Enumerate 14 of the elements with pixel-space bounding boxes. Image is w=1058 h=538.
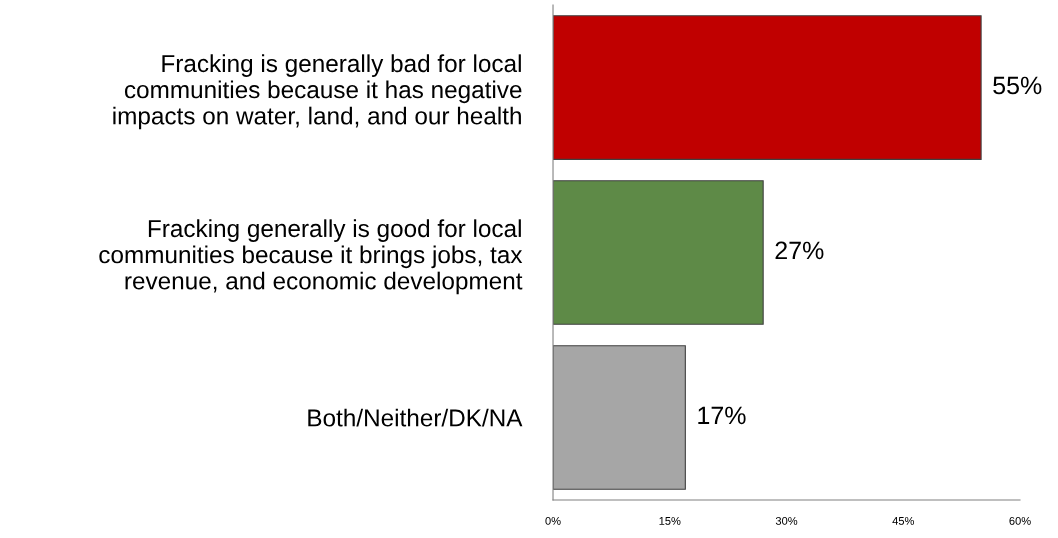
y-tick-label: Fracking is generally bad for local communities because it has negative impacts on water, land, and our health xyxy=(113,54,522,130)
x-tick-label: 30% xyxy=(775,516,798,525)
bar xyxy=(553,345,686,490)
x-tick-label: 45% xyxy=(892,517,914,525)
data-label: 17% xyxy=(698,406,746,425)
y-tick-label: Fracking generally is good for local communities because it brings jobs, tax revenue, and economic development xyxy=(99,219,523,295)
bar xyxy=(553,180,764,325)
x-tick-label: 60% xyxy=(1009,516,1031,525)
x-tick-label: 15% xyxy=(659,517,681,525)
x-tick-label: 0% xyxy=(545,516,561,525)
y-tick-label: Both/Neither/DK/NA xyxy=(308,408,523,427)
data-label: 27% xyxy=(775,241,824,260)
bar xyxy=(553,15,982,160)
data-label: 55% xyxy=(993,76,1042,95)
